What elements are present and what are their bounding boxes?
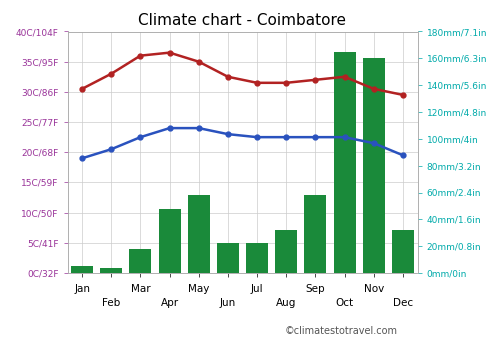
Bar bbox=[71, 266, 93, 273]
Bar bbox=[100, 268, 122, 273]
Bar bbox=[158, 209, 180, 273]
Bar bbox=[188, 195, 210, 273]
Bar bbox=[130, 249, 152, 273]
Bar bbox=[392, 230, 414, 273]
Text: May: May bbox=[188, 284, 210, 294]
Bar bbox=[246, 244, 268, 273]
Bar bbox=[276, 230, 297, 273]
Text: Feb: Feb bbox=[102, 298, 120, 308]
Bar bbox=[217, 244, 239, 273]
Bar bbox=[304, 195, 326, 273]
Text: Jun: Jun bbox=[220, 298, 236, 308]
Text: Nov: Nov bbox=[364, 284, 384, 294]
Text: Jan: Jan bbox=[74, 284, 90, 294]
Text: Mar: Mar bbox=[130, 284, 150, 294]
Text: ©climatestotravel.com: ©climatestotravel.com bbox=[285, 326, 398, 336]
Bar bbox=[334, 51, 355, 273]
Bar bbox=[363, 58, 384, 273]
Legend: Prec, Min, Max: Prec, Min, Max bbox=[66, 346, 250, 350]
Text: Jul: Jul bbox=[251, 284, 264, 294]
Text: Apr: Apr bbox=[160, 298, 178, 308]
Text: Sep: Sep bbox=[306, 284, 325, 294]
Text: Oct: Oct bbox=[336, 298, 353, 308]
Text: Dec: Dec bbox=[393, 298, 413, 308]
Title: Climate chart - Coimbatore: Climate chart - Coimbatore bbox=[138, 13, 346, 28]
Text: Aug: Aug bbox=[276, 298, 296, 308]
